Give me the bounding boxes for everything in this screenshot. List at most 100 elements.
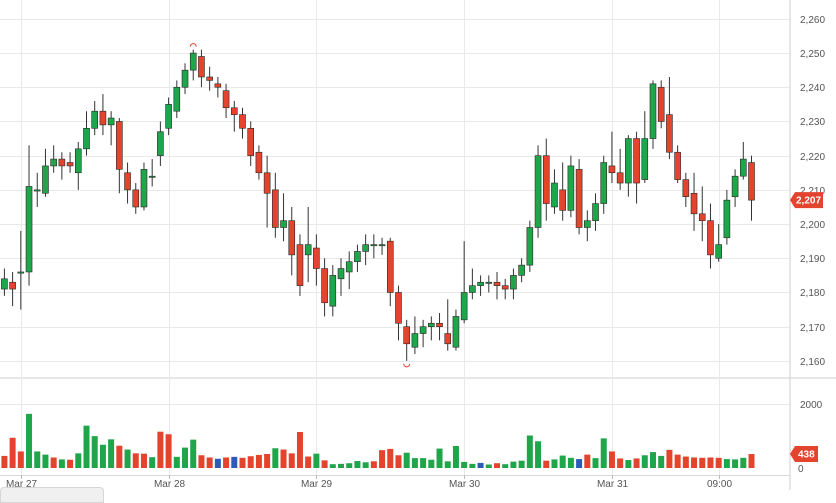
candle-body: [666, 114, 673, 153]
volume-bar: [452, 446, 459, 468]
volume-bar: [83, 425, 90, 468]
time-axis: Mar 27 Mar 28 Mar 29 Mar 30 Mar 31 09:00: [6, 475, 732, 490]
candle-body: [469, 285, 476, 293]
volume-bar: [108, 439, 115, 468]
candle-body: [50, 158, 57, 167]
candle-body: [321, 268, 328, 304]
candle-body: [354, 251, 361, 263]
candle-body: [600, 162, 608, 204]
candle-body: [419, 326, 427, 334]
volume-bar: [649, 452, 656, 468]
volume-bar: [707, 457, 714, 468]
candle-body: [411, 333, 419, 348]
volume-axis: 2000 0: [798, 400, 823, 475]
low-marker: [403, 363, 411, 368]
volume-bar: [608, 451, 615, 468]
candle-body: [452, 316, 460, 348]
volume-bar: [469, 463, 476, 468]
volume-bar: [26, 413, 33, 468]
candle-body: [403, 326, 410, 345]
candle-body: [616, 172, 624, 184]
price-tick-label: 2,190: [800, 254, 825, 265]
last-volume-label: 438: [798, 450, 815, 461]
volume-bar: [17, 451, 24, 468]
volume-bar: [149, 457, 156, 468]
volume-bar: [420, 458, 427, 468]
time-tick-label: 09:00: [707, 479, 732, 490]
candle-body: [255, 151, 263, 174]
volume-bar: [182, 447, 189, 468]
price-tick-label: 2,160: [800, 357, 825, 368]
candle-body: [198, 56, 205, 78]
candle-body: [428, 322, 435, 327]
candle-body: [485, 281, 493, 284]
candle-body: [649, 83, 657, 139]
candle-body: [526, 227, 534, 266]
volume-bars: [1, 413, 755, 468]
volume-bar: [247, 456, 254, 468]
time-tick-label: Mar 31: [597, 479, 629, 490]
candle-body: [66, 162, 74, 167]
volume-bar: [354, 460, 361, 468]
volume-bar: [296, 432, 303, 468]
volume-bar: [231, 456, 238, 468]
volume-bar: [436, 448, 443, 468]
last-price-badge: 2,207: [790, 192, 823, 209]
candle-body: [272, 189, 279, 228]
candle-body: [534, 155, 542, 228]
volume-bar: [674, 454, 681, 468]
volume-bar: [428, 459, 435, 468]
volume-bar: [321, 460, 328, 468]
volume-bar: [592, 458, 599, 468]
volume-bar: [34, 451, 41, 468]
volume-bar: [526, 435, 533, 468]
volume-bar: [559, 455, 566, 468]
volume-bar: [379, 450, 386, 468]
candle-body: [157, 131, 164, 156]
candle-body: [280, 220, 287, 228]
candle-body: [493, 281, 501, 286]
candle-body: [567, 165, 575, 211]
volume-bar: [740, 457, 747, 468]
price-candles: [1, 49, 755, 361]
volume-bar: [75, 453, 82, 468]
candle-body: [116, 121, 123, 170]
volume-bar: [543, 460, 550, 468]
volume-bar: [346, 463, 353, 468]
candle-body: [633, 138, 640, 184]
volume-bar: [518, 460, 525, 468]
candle-body: [99, 110, 107, 126]
volume-bar: [239, 457, 246, 468]
price-tick-label: 2,260: [800, 15, 825, 26]
candle-body: [91, 110, 99, 129]
candle-body: [657, 86, 665, 122]
candle-body: [510, 275, 517, 290]
volume-bar: [584, 454, 591, 468]
volume-bar: [272, 448, 279, 468]
volume-bar: [157, 431, 164, 468]
extreme-markers: [189, 43, 411, 368]
volume-bar: [732, 459, 739, 468]
candle-body: [173, 86, 181, 112]
chart-scroll-tab[interactable]: [0, 487, 104, 503]
candle-body: [140, 169, 148, 208]
candle-body: [575, 169, 583, 228]
price-tick-label: 2,210: [800, 186, 825, 197]
candle-body: [17, 271, 25, 274]
candle-body: [230, 107, 238, 115]
time-tick-label: Mar 30: [449, 479, 481, 490]
price-tick-label: 2,180: [800, 288, 825, 299]
volume-bar: [305, 456, 312, 468]
volume-bar: [535, 441, 542, 468]
candle-body: [288, 220, 296, 256]
candle-body: [723, 199, 731, 239]
candle-body: [1, 278, 8, 290]
volume-bar: [132, 453, 139, 468]
volume-bar: [288, 453, 295, 468]
volume-bar: [67, 459, 74, 468]
candle-body: [690, 192, 698, 215]
price-tick-label: 2,220: [800, 152, 825, 163]
volume-bar: [633, 458, 640, 468]
candle-body: [477, 281, 484, 286]
